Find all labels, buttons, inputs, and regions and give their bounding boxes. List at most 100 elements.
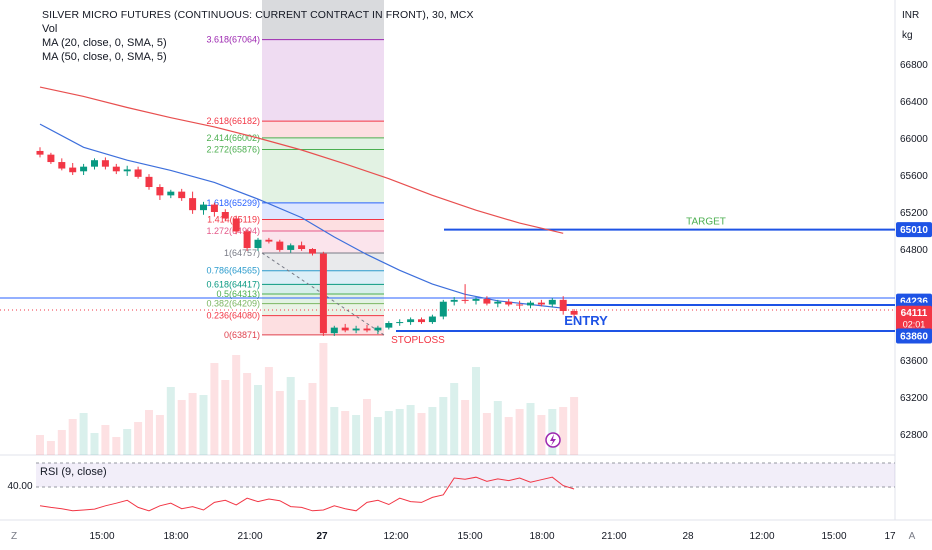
volume-bar bbox=[395, 409, 404, 455]
volume-bar bbox=[373, 417, 382, 455]
lightning-icon bbox=[545, 432, 561, 448]
price-badge-label: 63860 bbox=[900, 331, 928, 342]
candle-body bbox=[309, 249, 316, 254]
volume-bar bbox=[559, 407, 568, 455]
volume-bar bbox=[275, 391, 284, 455]
volume-bar bbox=[330, 407, 339, 455]
candle-body bbox=[243, 231, 251, 249]
candle-body bbox=[505, 301, 513, 305]
volume-bar bbox=[352, 415, 361, 455]
volume-bar bbox=[384, 411, 393, 455]
volume-bar bbox=[264, 367, 273, 455]
volume-bar bbox=[199, 395, 208, 455]
volume-bar bbox=[90, 433, 99, 455]
candle-body bbox=[374, 327, 382, 331]
volume-bar bbox=[188, 393, 197, 455]
fib-level-label: 1(64757) bbox=[224, 248, 260, 258]
rsi-line bbox=[39, 476, 575, 512]
candle-body bbox=[385, 323, 393, 328]
fib-level-label: 2.272(65876) bbox=[206, 144, 260, 154]
candle-body bbox=[265, 239, 273, 242]
y-tick-label: 66000 bbox=[900, 134, 928, 145]
price-badge bbox=[896, 222, 932, 238]
volume-bar bbox=[286, 377, 295, 455]
candle-body bbox=[58, 162, 66, 169]
legend-ma50[interactable]: MA (50, close, 0, SMA, 5) bbox=[42, 51, 167, 63]
stoploss-label: STOPLOSS bbox=[391, 335, 445, 346]
candle-body bbox=[537, 302, 545, 305]
price-badge-label: 64236 bbox=[900, 297, 928, 308]
volume-bar bbox=[68, 419, 77, 455]
candle-body bbox=[450, 299, 458, 302]
volume-bar bbox=[210, 363, 219, 455]
fib-level-label: 0.382(64209) bbox=[206, 299, 260, 309]
symbol-title[interactable]: SILVER MICRO FUTURES (CONTINUOUS: CURREN… bbox=[42, 9, 474, 21]
volume-bar bbox=[406, 405, 415, 455]
volume-bar bbox=[79, 413, 88, 455]
x-tick-label: 21:00 bbox=[237, 531, 262, 542]
target-label: TARGET bbox=[686, 217, 726, 228]
rsi-band bbox=[36, 463, 895, 487]
volume-bar bbox=[548, 409, 557, 455]
candle-body bbox=[494, 301, 502, 304]
candle-body bbox=[472, 298, 480, 301]
legend-volume[interactable]: Vol bbox=[42, 23, 58, 35]
chart-legend: SILVER MICRO FUTURES (CONTINUOUS: CURREN… bbox=[42, 8, 474, 64]
timezone-label: Z bbox=[11, 531, 17, 542]
volume-bar bbox=[570, 397, 579, 455]
x-tick-label: 18:00 bbox=[163, 531, 188, 542]
x-tick-label: 28 bbox=[682, 531, 694, 542]
legend-ma20[interactable]: MA (20, close, 0, SMA, 5) bbox=[42, 37, 167, 49]
x-tick-label: 17 bbox=[884, 531, 896, 542]
volume-bar bbox=[134, 422, 143, 455]
currency-label[interactable]: INR bbox=[902, 10, 920, 21]
y-tick-label: 62800 bbox=[900, 430, 928, 441]
unit-label[interactable]: kg bbox=[902, 30, 913, 41]
volume-bar bbox=[439, 397, 448, 455]
x-tick-label: 15:00 bbox=[457, 531, 482, 542]
candle-body bbox=[559, 299, 567, 311]
candle-body bbox=[516, 304, 524, 306]
rsi-legend[interactable]: RSI (9, close) bbox=[40, 466, 107, 478]
candle-body bbox=[134, 169, 142, 177]
volume-bar bbox=[57, 430, 66, 455]
volume-bar bbox=[112, 437, 121, 455]
volume-bar bbox=[482, 413, 491, 455]
volume-bar bbox=[297, 400, 306, 455]
fib-level-label: 1.618(65299) bbox=[206, 198, 260, 208]
volume-bar bbox=[232, 355, 241, 455]
volume-bar bbox=[428, 407, 437, 455]
candle-body bbox=[298, 245, 306, 249]
volume-bar bbox=[221, 380, 230, 455]
candle-body bbox=[363, 328, 371, 331]
volume-bar bbox=[46, 441, 55, 455]
candle-body bbox=[483, 298, 491, 304]
fib-zone bbox=[262, 121, 384, 138]
fib-level-label: 0.5(64313) bbox=[216, 289, 260, 299]
x-tick-label: 21:00 bbox=[601, 531, 626, 542]
candle-body bbox=[330, 327, 338, 334]
volume-bar bbox=[166, 387, 175, 455]
fib-zone bbox=[262, 202, 384, 220]
x-tick-label: 15:00 bbox=[89, 531, 114, 542]
candle-body bbox=[210, 204, 218, 212]
candle-body bbox=[36, 150, 44, 155]
y-tick-label: 66800 bbox=[900, 60, 928, 71]
volume-bar bbox=[177, 400, 186, 455]
rsi-level-label: 40.00 bbox=[7, 481, 32, 492]
candle-body bbox=[418, 319, 425, 323]
candle-body bbox=[221, 212, 229, 219]
auto-scale-label: A bbox=[909, 531, 916, 542]
fib-zone bbox=[262, 137, 384, 150]
fib-level-label: 2.414(66002) bbox=[206, 133, 260, 143]
fib-level-label: 3.618(67064) bbox=[206, 35, 260, 45]
y-tick-label: 63200 bbox=[900, 393, 928, 404]
volume-bar bbox=[123, 429, 132, 455]
candle-body bbox=[439, 301, 447, 317]
volume-bar bbox=[36, 435, 44, 455]
candle-body bbox=[91, 160, 98, 167]
volume-bar bbox=[450, 383, 459, 455]
